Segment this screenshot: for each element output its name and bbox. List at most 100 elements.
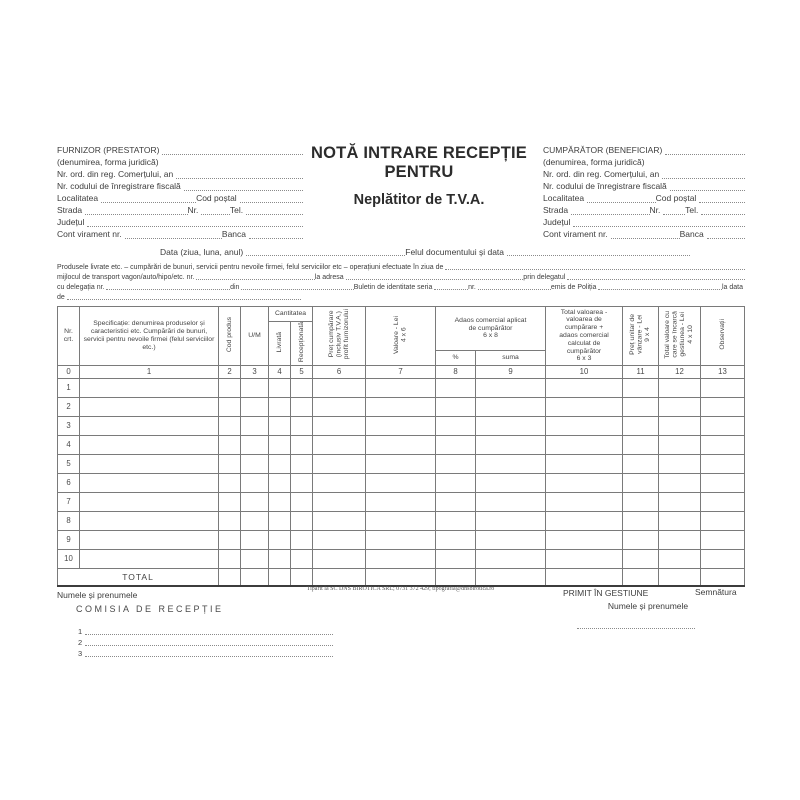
column-number: 5 [289, 364, 314, 379]
table-cell [312, 529, 367, 550]
primit-in-gestiune-label: PRIMIT ÎN GESTIUNE [563, 588, 649, 598]
table-cell [658, 434, 702, 455]
table-cell [365, 491, 437, 512]
field-label: cu delegația nr. [57, 284, 105, 291]
table-cell [268, 377, 291, 398]
table-cell [240, 548, 269, 569]
dotted-fill-line [445, 260, 745, 270]
field-label: Banca [221, 229, 247, 239]
table-cell [240, 472, 269, 493]
table-cell [268, 548, 291, 569]
table-cell [268, 529, 291, 550]
field-label: FURNIZOR (PRESTATOR) [57, 145, 160, 155]
dotted-fill-line [434, 280, 469, 290]
table-cell [312, 396, 367, 417]
table-cell [240, 567, 269, 587]
field-label: Cod poștal [655, 193, 697, 203]
column-number: 6 [312, 364, 367, 379]
col-header-cod-produs: Cod produs [218, 306, 241, 366]
dotted-fill-line [699, 193, 745, 203]
field-row: Localitatea Cod poștal [543, 192, 745, 204]
field-label: Buletin de identitate seria [353, 284, 433, 291]
field-label: Nr. [649, 205, 661, 215]
field-label: Banca [679, 229, 704, 239]
dotted-fill-line [662, 169, 745, 179]
column-number: 10 [545, 364, 624, 379]
table-cell [365, 548, 437, 569]
table-cell [545, 529, 624, 550]
field-label: Cont virament nr. [543, 229, 608, 239]
table-cell [475, 510, 547, 531]
table-cell [218, 377, 241, 398]
column-number: 1 [79, 364, 219, 379]
table-cell [79, 472, 219, 493]
column-number: 4 [268, 364, 291, 379]
table-cell [365, 434, 437, 455]
table-cell [658, 377, 702, 398]
table-cell [545, 567, 624, 587]
date-line: Data (ziua, luna, anul) Felul documentulu… [160, 245, 690, 257]
table-cell [545, 415, 624, 436]
dotted-fill-line [701, 205, 745, 215]
table-cell [365, 415, 437, 436]
table-row: 6 [57, 472, 746, 493]
table-cell [658, 567, 702, 587]
field-row: Nr. ord. din reg. Comerțului, an [543, 168, 745, 180]
table-cell [312, 377, 367, 398]
table-cell [700, 453, 746, 474]
field-row: Nr. codului de înregistrare fiscală [57, 180, 303, 192]
dotted-fill-line [183, 181, 303, 191]
table-cell [79, 453, 219, 474]
field-row: Cont virament nr. Banca [57, 228, 303, 240]
col-header-um: U/M [240, 306, 269, 366]
dotted-fill-line [663, 205, 686, 215]
delivery-paragraph: Produsele livrate etc. – cumpărări de bu… [57, 261, 746, 301]
table-cell [79, 529, 219, 550]
table-cell [435, 529, 477, 550]
title-line1: NOTĂ INTRARE RECEPȚIE [311, 144, 527, 162]
dotted-fill-line [571, 205, 650, 215]
col-header-livrata: Livrată [268, 321, 291, 366]
col-header-receptionata: Recepționată [289, 321, 314, 366]
table-cell [218, 434, 241, 455]
table-cell [289, 396, 314, 417]
col-header-pret-unitar: Preț unitar de vânzare - Lei 9 x 4 [622, 306, 660, 366]
dotted-fill-line [85, 205, 188, 215]
table-cell [79, 434, 219, 455]
table-cell [658, 548, 702, 569]
table-cell [218, 472, 241, 493]
table-cell [622, 510, 660, 531]
table-cell [268, 415, 291, 436]
field-row: Strada Nr. Tel. [543, 204, 745, 216]
table-cell [622, 396, 660, 417]
dotted-fill-line [106, 280, 231, 290]
title-line3: Neplătitor de T.V.A. [353, 192, 485, 208]
numele-prenumele-left: Numele și prenumele [57, 590, 138, 600]
table-cell [700, 510, 746, 531]
col-header-pret-cumparare: Preț cumpărare (inclusiv T.V.A.) profit … [312, 306, 367, 366]
table-cell [622, 453, 660, 474]
table-cell [79, 415, 219, 436]
field-row: de [57, 291, 745, 301]
table-cell [218, 510, 241, 531]
field-label: Nr. ord. din reg. Comerțului, an [57, 169, 174, 179]
column-number: 2 [218, 364, 241, 379]
table-cell [475, 529, 547, 550]
table-cell [435, 567, 477, 587]
table-cell [268, 396, 291, 417]
row-number: 9 [57, 529, 80, 550]
table-row: 7 [57, 491, 746, 512]
table-row: 10 [57, 548, 746, 569]
field-row: Produsele livrate etc. – cumpărări de bu… [57, 261, 745, 271]
column-number: 8 [435, 364, 477, 379]
numele-prenumele-right: Numele și prenumele [607, 601, 689, 611]
col-header-specificatie: Specificație: denumirea produselor și ca… [79, 306, 219, 366]
dotted-fill-line [345, 270, 524, 280]
table-cell [435, 415, 477, 436]
table-cell [622, 491, 660, 512]
table-cell [312, 567, 367, 587]
col-header-adaos: Adaos comercial aplicat de cumpărător 6 … [435, 306, 547, 351]
dotted-fill-line [196, 270, 315, 280]
table-cell [545, 472, 624, 493]
table-cell [658, 510, 702, 531]
